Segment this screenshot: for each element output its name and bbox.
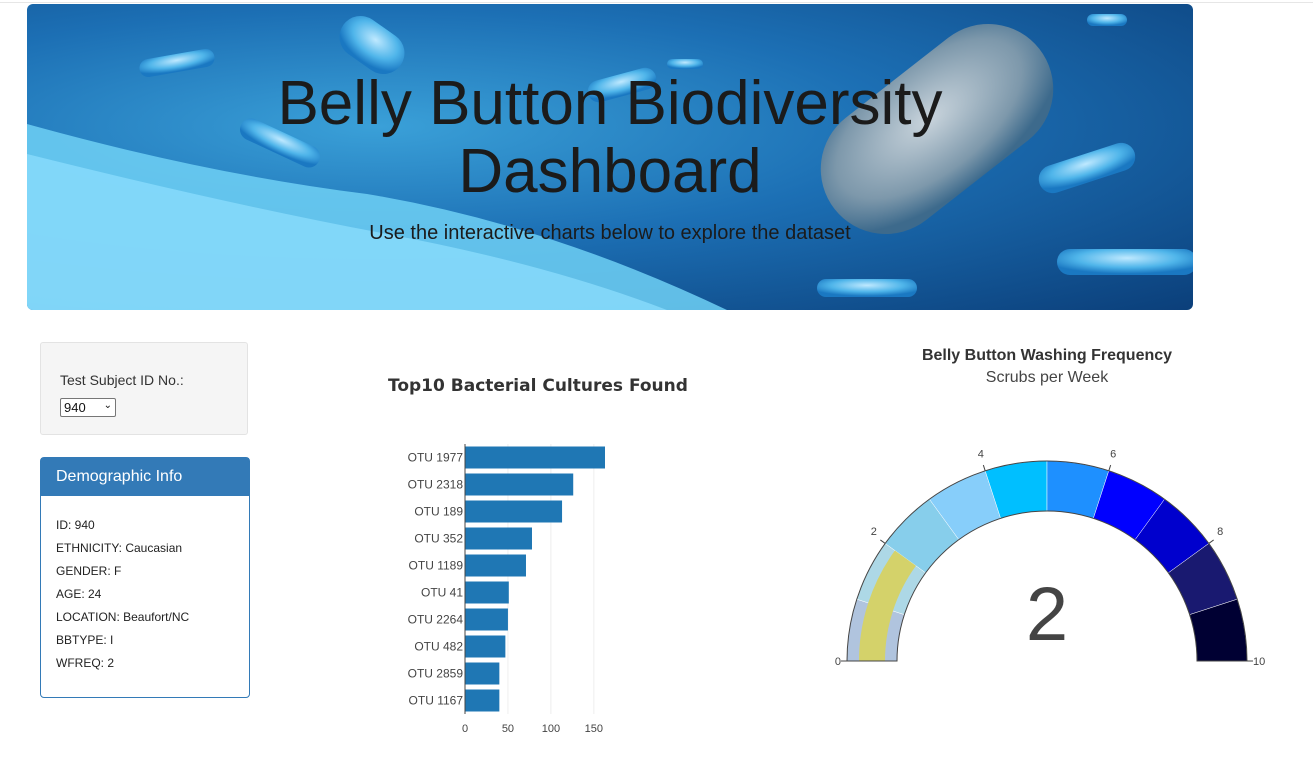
bar-x-tick-label: 100 — [542, 723, 560, 735]
gauge-chart-subtitle: Scrubs per Week — [985, 369, 1109, 386]
bar-mark[interactable] — [465, 608, 508, 631]
bar-x-tick-label: 50 — [502, 723, 514, 735]
bar-chart-title: Top10 Bacterial Cultures Found — [388, 376, 688, 396]
gauge-outline — [846, 460, 1248, 662]
bar-mark[interactable] — [465, 500, 563, 523]
bar-mark[interactable] — [465, 554, 526, 577]
bar-mark[interactable] — [465, 581, 509, 604]
bar-mark[interactable] — [465, 473, 574, 496]
gauge-tick-label: 10 — [1253, 656, 1265, 668]
bar-mark[interactable] — [465, 527, 532, 550]
gauge-tick-label: 2 — [871, 526, 877, 538]
demo-wfreq: WFREQ: 2 — [56, 656, 115, 670]
chevron-down-icon: ⌄ — [103, 400, 112, 411]
gauge-value-bar — [859, 550, 916, 661]
bar-mark[interactable] — [465, 689, 500, 712]
bar-category-label: OTU 1189 — [409, 559, 464, 573]
gauge-tick-label: 0 — [835, 656, 841, 668]
bar-category-label: OTU 41 — [421, 586, 463, 600]
gauge-value-readout: 2 — [1025, 572, 1069, 657]
bar-category-label: OTU 352 — [414, 532, 463, 546]
page-title: Belly Button Biodiversity Dashboard — [277, 69, 943, 206]
gauge-tick — [1108, 464, 1112, 471]
header-banner: Belly Button Biodiversity Dashboard Use … — [27, 4, 1193, 310]
subject-selector-well: Test Subject ID No.: 940 ⌄ — [40, 342, 248, 435]
demo-gender: GENDER: F — [56, 564, 122, 578]
bar-category-label: OTU 189 — [414, 505, 463, 519]
top-divider — [0, 2, 1313, 3]
demo-age: AGE: 24 — [56, 587, 102, 601]
bacteria-background-image — [27, 14, 1193, 310]
bar-category-label: OTU 2318 — [408, 478, 464, 492]
gauge-tick-label: 6 — [1110, 448, 1116, 460]
gauge-tick-label: 4 — [978, 448, 984, 460]
subject-id-dropdown[interactable]: 940 ⌄ — [60, 398, 116, 417]
demographic-info-heading: Demographic Info — [41, 458, 249, 496]
demo-id: ID: 940 — [56, 518, 95, 532]
bar-x-tick-label: 0 — [462, 723, 468, 735]
gauge-chart-title: Belly Button Washing Frequency — [921, 347, 1173, 364]
gauge-tick — [1208, 539, 1214, 544]
top10-bar-chart: 0 50 100 150 OTU 1977 OTU 2318 OTU 189 OTU 352 O… — [408, 444, 605, 735]
demo-ethnicity: ETHNICITY: Caucasian — [56, 541, 183, 555]
subject-selector-label: Test Subject ID No.: — [60, 372, 184, 388]
bar-mark[interactable] — [465, 662, 500, 685]
washing-frequency-gauge: 0 2 4 6 8 10 — [835, 448, 1265, 668]
gauge-tick-label: 8 — [1217, 526, 1223, 538]
bar-mark[interactable] — [465, 446, 605, 469]
bar-category-label: OTU 1977 — [408, 451, 464, 465]
page-subtitle: Use the interactive charts below to expl… — [369, 222, 851, 244]
gauge-tick — [982, 464, 986, 471]
bar-category-label: OTU 2859 — [408, 667, 464, 681]
demographic-info-list: ID: 940 ETHNICITY: Caucasian GENDER: F A… — [56, 518, 189, 679]
bar-category-label: OTU 1167 — [409, 694, 464, 708]
gauge-tick — [880, 539, 886, 544]
bar-x-tick-label: 150 — [585, 723, 603, 735]
bar-mark[interactable] — [465, 635, 506, 658]
bar-category-label: OTU 482 — [414, 640, 463, 654]
demo-location: LOCATION: Beaufort/NC — [56, 610, 190, 624]
demographic-info-panel: Demographic Info ID: 940 ETHNICITY: Cauc… — [40, 457, 250, 698]
subject-id-selected-value: 940 — [64, 400, 86, 415]
demo-bbtype: BBTYPE: I — [56, 633, 114, 647]
bar-category-label: OTU 2264 — [408, 613, 464, 627]
